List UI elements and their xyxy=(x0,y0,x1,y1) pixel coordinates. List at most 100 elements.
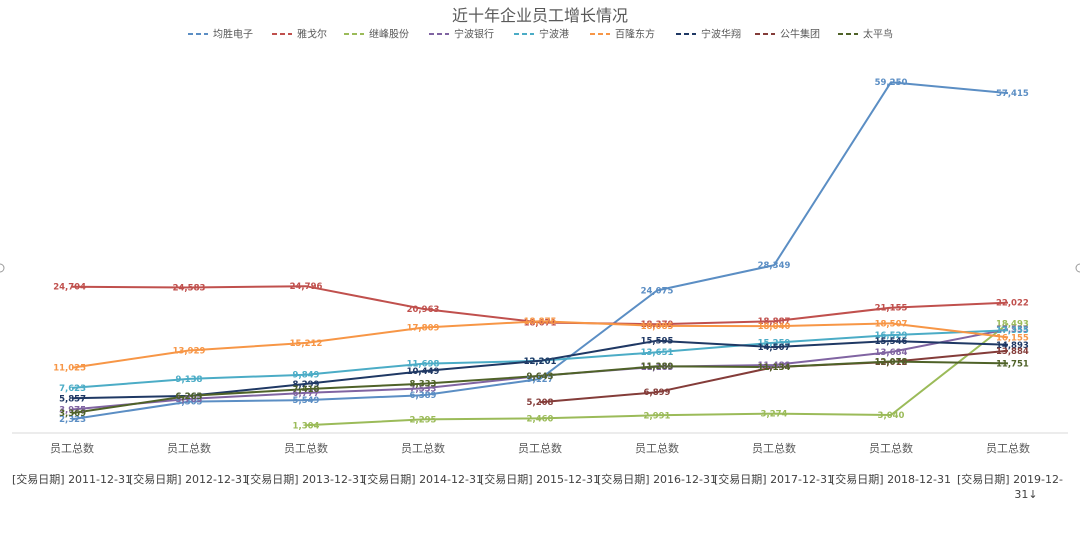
series-line-6 xyxy=(71,339,1009,400)
category-tick-label: 员工总数 xyxy=(986,441,1030,455)
data-label: 18,085 xyxy=(641,322,674,332)
category-tick-label: 员工总数 xyxy=(401,441,445,455)
data-label: 5,763 xyxy=(176,395,203,405)
data-label: 13,929 xyxy=(173,347,206,357)
data-label: 9,849 xyxy=(293,371,320,381)
data-label: 9,138 xyxy=(176,375,203,385)
legend-entry-1: 雅戈尔 xyxy=(297,28,327,41)
category-tick-label: 员工总数 xyxy=(635,441,679,455)
category-tick-label: 员工总数 xyxy=(869,441,913,455)
category-tick-label: 员工总数 xyxy=(284,441,328,455)
data-label: 59,250 xyxy=(875,78,908,88)
data-label: 3,975 xyxy=(59,406,86,416)
data-label: 13,684 xyxy=(875,348,908,358)
data-label: 11,134 xyxy=(758,363,791,373)
data-label: 8,299 xyxy=(293,380,320,390)
series-line-2 xyxy=(305,322,1009,427)
data-label: 10,449 xyxy=(407,367,440,377)
data-label: 12,201 xyxy=(524,357,557,367)
data-label: 14,893 xyxy=(996,341,1029,351)
data-label: 21,155 xyxy=(875,304,908,314)
data-label: 11,025 xyxy=(53,364,86,374)
data-label: 24,583 xyxy=(173,284,206,294)
date-tick-label: [交易日期] 2015-12-31 xyxy=(480,472,600,486)
data-label: 6,777 xyxy=(293,389,320,399)
data-label: 2,460 xyxy=(527,414,554,424)
data-label: 7,410 xyxy=(293,385,320,395)
legend-entry-8: 太平鸟 xyxy=(863,28,893,41)
data-label: 2,323 xyxy=(59,415,86,425)
legend-entry-4: 宁波港 xyxy=(539,28,569,41)
data-label: 24,796 xyxy=(290,282,323,292)
series-line-5 xyxy=(71,320,1009,369)
data-label: 1,304 xyxy=(293,421,320,431)
data-label: 20,963 xyxy=(407,305,440,315)
data-label: 13,651 xyxy=(641,348,674,358)
date-tick-label: [交易日期] 2017-12-31 xyxy=(714,472,834,486)
data-label: 11,134 xyxy=(758,363,791,373)
data-label: 8,333 xyxy=(410,380,437,390)
data-label: 2,295 xyxy=(410,415,437,425)
legend-entry-6: 宁波华翔 xyxy=(701,28,741,41)
date-tick-label: [交易日期] 2014-12-31 xyxy=(363,472,483,486)
data-label: 5,857 xyxy=(59,394,86,404)
data-label: 11,488 xyxy=(758,361,791,371)
date-tick-label: [交易日期] 2016-12-31 xyxy=(597,472,717,486)
data-label: 6,899 xyxy=(644,388,671,398)
data-label: 5,208 xyxy=(527,398,554,408)
data-label: 15,546 xyxy=(875,337,908,347)
data-label: 18,040 xyxy=(758,322,791,332)
data-label: 11,185 xyxy=(641,363,674,373)
data-label: 13,884 xyxy=(996,347,1029,357)
data-label: 11,289 xyxy=(641,362,674,372)
data-label: 9,643 xyxy=(527,372,554,382)
data-label: 5,305 xyxy=(176,398,203,408)
data-label: 14,507 xyxy=(758,343,791,353)
data-label: 11,751 xyxy=(996,359,1029,369)
data-label-layer: 2,323 5,305 5,549 6,389 9,127 24,075 28,349 59,… xyxy=(53,78,1029,431)
data-label: 15,595 xyxy=(641,337,674,347)
legend-entry-5: 百隆东方 xyxy=(615,28,655,41)
data-label: 24,075 xyxy=(641,287,674,297)
data-label: 2,991 xyxy=(644,411,671,421)
legend: 均胜电子 雅戈尔 继峰股份 宁波银行 宁波港 百隆东方 宁波华翔 公牛集团 太平鸟 xyxy=(188,28,893,41)
resize-handle-left[interactable] xyxy=(0,263,5,273)
data-label: 18,875 xyxy=(524,317,557,327)
date-tick-label: [交易日期] 2012-12-31 xyxy=(129,472,249,486)
data-label: 17,533 xyxy=(996,325,1029,335)
category-tick-label: 员工总数 xyxy=(518,441,562,455)
data-label: 7,533 xyxy=(410,384,437,394)
data-label: 6,389 xyxy=(410,391,437,401)
resize-handle-right[interactable] xyxy=(1075,263,1080,273)
date-tick-label: [交易日期] 2018-12-31 xyxy=(831,472,951,486)
data-label: 6,263 xyxy=(176,392,203,402)
category-tick-label: 员工总数 xyxy=(50,441,94,455)
legend-entry-7: 公牛集团 xyxy=(780,28,820,41)
date-tick-label: [交易日期] 2013-12-31 xyxy=(246,472,366,486)
data-label: 18,507 xyxy=(875,319,908,329)
date-tick-label: [交易日期] 2019-12-31↓ xyxy=(957,472,1063,501)
data-label: 12,201 xyxy=(524,357,557,367)
data-label: 22,022 xyxy=(996,299,1029,309)
data-label: 57,415 xyxy=(996,89,1029,99)
data-label: 18,887 xyxy=(758,317,791,327)
data-label: 16,529 xyxy=(875,331,908,341)
data-label: 9,643 xyxy=(527,372,554,382)
data-label: 12,012 xyxy=(875,358,908,368)
data-label: 9,127 xyxy=(527,375,554,385)
category-tick-label: 员工总数 xyxy=(167,441,211,455)
x-axis-labels: 员工总数 员工总数 员工总数 员工总数 员工总数 员工总数 员工总数 员工总数 员工总数 [交易日… xyxy=(12,441,1063,501)
data-label: 5,549 xyxy=(293,396,320,406)
data-label: 3,274 xyxy=(761,410,788,420)
data-label: 18,379 xyxy=(641,320,674,330)
series-layer xyxy=(71,81,1009,427)
chart-title: 近十年企业员工增长情况 xyxy=(452,6,628,25)
data-label: 11,698 xyxy=(407,360,440,370)
data-label: 7,623 xyxy=(59,384,86,394)
data-label: 18,671 xyxy=(524,319,557,329)
data-label: 18,493 xyxy=(996,320,1029,330)
series-line-8 xyxy=(71,360,1009,415)
category-tick-label: 员工总数 xyxy=(752,441,796,455)
